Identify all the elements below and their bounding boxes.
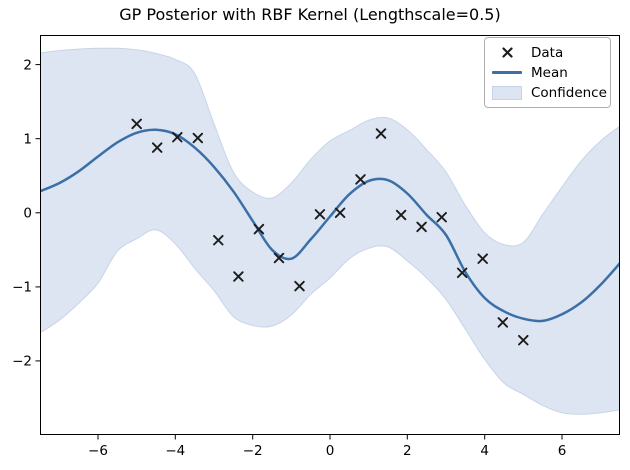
confidence-band-upper-edge: [40, 47, 620, 247]
x-tick-label: 2: [403, 443, 412, 459]
data-point-marker: [151, 142, 163, 153]
confidence-patch-swatch: [492, 85, 522, 100]
data-point-marker: [172, 131, 183, 143]
data-point-marker: [334, 207, 346, 219]
legend-label-mean: Mean: [531, 64, 568, 81]
x-tick-label: −4: [165, 443, 185, 459]
plot-data-layer: [40, 47, 620, 415]
data-point-marker: [497, 317, 509, 328]
data-point-marker: [518, 334, 529, 346]
mean-curve: [40, 128, 620, 323]
x-tick-label: 6: [558, 443, 567, 459]
legend-label-data: Data: [531, 44, 564, 61]
data-point-marker: [253, 223, 265, 235]
axes-border: [40, 35, 620, 435]
y-tick-label: 2: [23, 57, 32, 73]
y-tick-label: −1: [12, 280, 32, 296]
confidence-patch-icon: [492, 85, 522, 100]
data-point-marker: [314, 209, 326, 220]
data-point-marker: [436, 211, 447, 223]
data-point-marker: [477, 253, 488, 264]
axis-ticks: −6 −4 −2 0 2 4 6 −2 −1 0 1 2: [12, 57, 566, 459]
mean-line-swatch: [492, 71, 522, 74]
x-tick-label: −2: [243, 443, 263, 459]
y-tick-label: −2: [12, 354, 32, 370]
y-tick-label: 1: [23, 132, 32, 148]
data-point-marker: [395, 209, 407, 221]
data-point-marker: [355, 174, 366, 185]
data-point-marker: [294, 280, 305, 292]
y-tick-label: 0: [23, 206, 32, 222]
data-markers: [131, 118, 529, 346]
data-point-marker: [131, 118, 142, 130]
data-point-marker: [375, 128, 387, 139]
data-point-marker: [416, 221, 427, 233]
legend-item-data: Data: [492, 43, 603, 62]
legend-item-mean: Mean: [492, 63, 603, 82]
legend-item-confidence: Confidence: [492, 83, 607, 102]
data-point-marker: [456, 267, 468, 279]
confidence-band-lower-edge: [40, 229, 620, 415]
chart-title: GP Posterior with RBF Kernel (Lengthscal…: [119, 5, 501, 24]
mean-line-icon: [492, 71, 522, 74]
x-tick-label: 4: [480, 443, 489, 459]
legend-label-confidence: Confidence: [531, 84, 607, 101]
x-marker-icon: [492, 47, 522, 58]
data-point-marker: [233, 271, 244, 282]
data-point-marker: [192, 132, 204, 144]
data-point-marker: [213, 234, 224, 246]
data-point-marker: [273, 252, 285, 264]
x-tick-label: −6: [88, 443, 108, 459]
x-tick-label: 0: [326, 443, 335, 459]
legend: Data Mean Confidence: [484, 37, 611, 108]
